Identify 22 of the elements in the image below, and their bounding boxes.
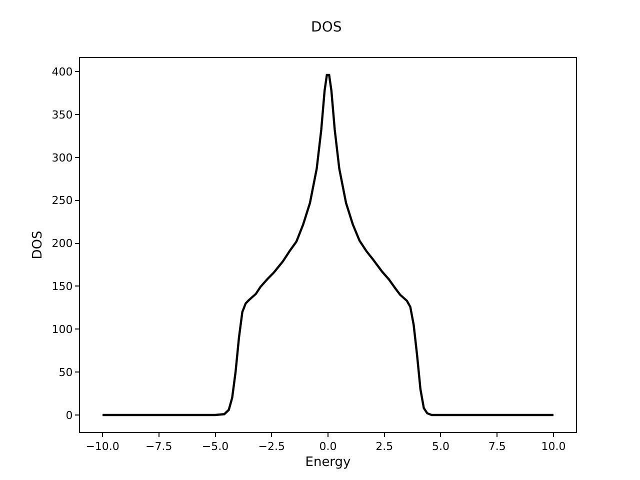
x-tick-label: 0.0 [319,440,337,454]
x-tick-label: −5.0 [202,440,229,454]
y-tick-label: 250 [52,194,73,208]
x-tick-label: 10.0 [541,440,566,454]
y-tick-label: 350 [52,108,73,122]
x-tick-label: 7.5 [488,440,506,454]
x-tick-label: 2.5 [376,440,394,454]
x-tick-label: −2.5 [258,440,285,454]
y-tick-label: 200 [52,237,73,250]
line-series [101,74,555,416]
x-tick-label: −7.5 [146,440,172,454]
x-tick-label: −10.0 [86,440,120,454]
y-tick-label: 50 [58,366,73,379]
y-tick-label: 0 [66,408,73,422]
y-tick-label: 400 [52,65,73,78]
y-axis-title: DOS [30,230,46,260]
y-tick-label: 300 [52,151,73,164]
x-tick-label: 5.0 [432,440,450,454]
y-tick-label: 150 [52,280,73,294]
chart-title: DOS [311,19,342,36]
x-axis-title: Energy [305,454,352,470]
y-tick-label: 100 [52,322,73,336]
